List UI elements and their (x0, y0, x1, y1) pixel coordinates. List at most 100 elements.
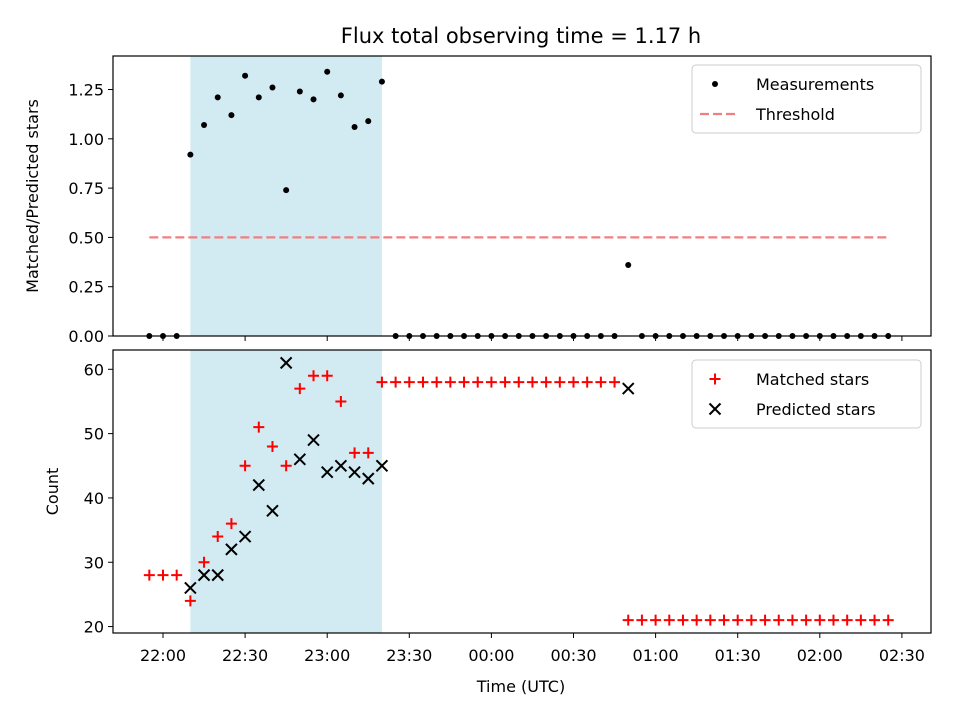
matched-star-point (759, 614, 771, 626)
matched-star-point (171, 569, 183, 581)
legend-marker-matched (709, 373, 721, 385)
matched-star-point (499, 376, 511, 388)
matched-star-point (636, 614, 648, 626)
legend-label: Measurements (756, 75, 874, 94)
bottom-panel: 20 30 40 50 60 22:00 22:30 23:00 23:30 00:00 00:30… (43, 349, 932, 665)
matched-star-point (704, 614, 716, 626)
matched-star-point (773, 614, 785, 626)
measurement-point (283, 187, 290, 194)
predicted-star-point (197, 568, 211, 582)
measurement-point (201, 122, 208, 129)
matched-star-point (609, 376, 621, 388)
x-tick-label: 01:00 (633, 646, 679, 665)
matched-star-point (663, 614, 675, 626)
legend-box (691, 64, 922, 134)
y-axis-label: Count (43, 468, 62, 516)
matched-star-point (677, 614, 689, 626)
y-tick-label: 0.50 (68, 228, 104, 247)
matched-star-point (800, 614, 812, 626)
measurement-point (228, 112, 235, 119)
measurement-point (214, 94, 221, 101)
matched-star-point (540, 376, 552, 388)
measurement-point (365, 118, 372, 125)
predicted-star-point (348, 465, 361, 479)
matched-star-point (841, 614, 853, 626)
y-tick-label: 0.25 (68, 278, 104, 297)
y-tick-label: 0.75 (68, 179, 104, 198)
predicted-star-point (622, 382, 635, 395)
predicted-star-point (238, 530, 252, 543)
matched-star-point (444, 376, 456, 388)
measurement-point (187, 151, 194, 158)
matched-star-point (568, 376, 579, 388)
predicted-star-point (225, 543, 238, 556)
predicted-star-point (362, 472, 375, 485)
x-axis-label: Time (UTC) (476, 677, 565, 696)
y-tick-label: 30 (84, 553, 104, 572)
matched-star-point (745, 614, 757, 626)
matched-star-point (335, 395, 347, 407)
matched-star-point (827, 614, 839, 626)
measurement-point (351, 123, 358, 130)
legend-marker-predicted (708, 402, 722, 416)
matched-star-point (349, 447, 361, 459)
y-tick-label: 50 (84, 425, 104, 444)
matched-star-point (225, 518, 237, 530)
predicted-star-point (266, 504, 279, 518)
predicted-star-point (293, 453, 307, 466)
matched-star-point (595, 376, 607, 388)
x-tick-label: 22:00 (140, 646, 186, 665)
matched-star-point (280, 460, 292, 472)
top-panel: 0.00 0.25 0.50 0.75 1.00 1.25 Matched/Predicte… (23, 55, 932, 346)
x-tick-label: 22:30 (222, 646, 268, 665)
matched-star-point (732, 614, 744, 626)
y-tick-label: 1.25 (68, 81, 104, 100)
matched-star-point (855, 614, 867, 626)
matched-star-point (691, 614, 703, 626)
matched-star-point (622, 614, 634, 626)
predicted-star-point (184, 581, 197, 595)
measurement-point (310, 96, 317, 103)
y-axis-label: Matched/Predicted stars (23, 99, 42, 293)
matched-star-point (869, 614, 881, 626)
x-tick-label: 00:30 (550, 646, 596, 665)
y-tick-label: 60 (84, 360, 104, 379)
x-tick-label: 23:30 (386, 646, 432, 665)
measurement-point (337, 92, 344, 99)
shaded-span (190, 350, 382, 633)
measurement-point (269, 84, 276, 91)
shaded-span (190, 56, 382, 336)
y-tick-label: 0.00 (68, 327, 104, 346)
predicted-star-point (279, 356, 293, 370)
matched-star-point (485, 376, 497, 388)
axes-frame (112, 349, 932, 634)
matched-star-point (786, 614, 798, 626)
matched-star-point (376, 376, 388, 388)
predicted-star-point (320, 465, 334, 479)
legend-label: Threshold (755, 105, 835, 124)
matched-star-point (294, 383, 306, 395)
legend-label: Predicted stars (756, 400, 876, 419)
series-matched-stars (143, 370, 894, 626)
x-tick-label: 01:30 (715, 646, 761, 665)
matched-star-point (321, 370, 333, 382)
axes-frame (112, 55, 932, 337)
y-tick-label: 1.00 (68, 130, 104, 149)
matched-star-point (212, 531, 224, 543)
legend-box (691, 359, 922, 429)
x-tick-label: 02:30 (879, 646, 925, 665)
x-tick-label: 00:00 (468, 646, 514, 665)
matched-star-point (814, 614, 826, 626)
predicted-star-point (334, 459, 348, 472)
matched-star-point (143, 569, 155, 581)
legend-label: Matched stars (756, 370, 869, 389)
x-tick-label: 02:00 (797, 646, 843, 665)
matched-star-point (198, 556, 210, 568)
legend: Measurements Threshold (691, 64, 922, 134)
matched-star-point (157, 569, 169, 581)
matched-star-point (362, 447, 374, 459)
y-tick-label: 40 (84, 489, 104, 508)
y-tick-label: 20 (84, 618, 104, 637)
matched-star-point (458, 376, 470, 388)
matched-star-point (472, 376, 484, 388)
